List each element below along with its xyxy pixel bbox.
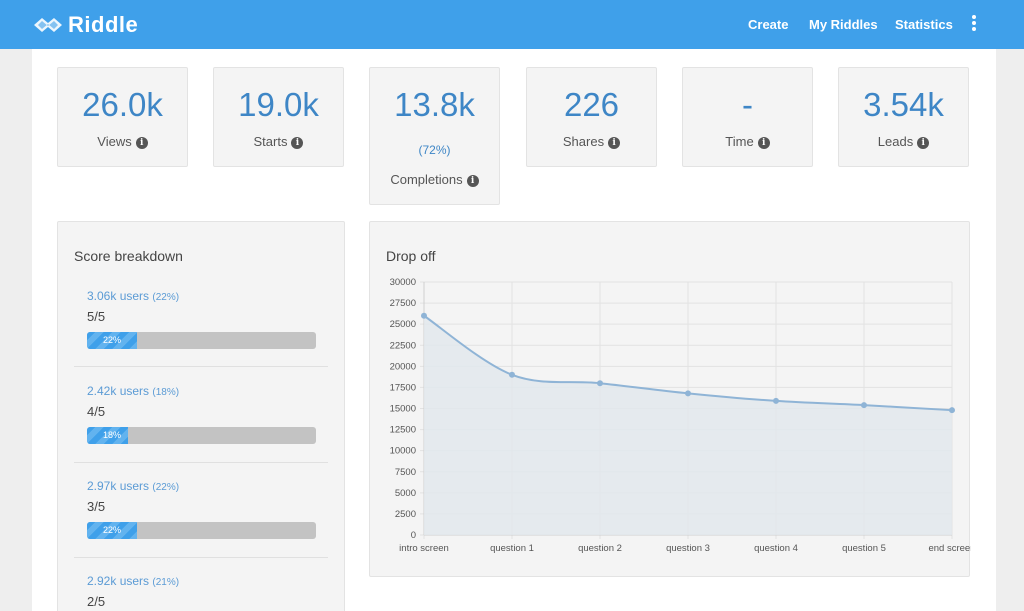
drop-off-panel: Drop off 0 2500 5000 7500 10000 12500 15000 175…: [369, 221, 971, 577]
y-tick-label: 2500: [395, 509, 416, 520]
y-tick-label: 30000: [390, 277, 416, 288]
app-name: Riddle: [68, 12, 139, 37]
score-breakdown-panel: Score breakdown 3.06k users (22%) 5/5 22…: [57, 221, 345, 611]
x-tick-label: intro screen: [399, 543, 449, 554]
score-progress-bar: 22%: [87, 522, 316, 539]
y-tick-label: 12500: [390, 425, 416, 436]
more-menu-icon[interactable]: [968, 15, 980, 33]
info-icon[interactable]: i: [608, 137, 621, 149]
shares-value: 226: [563, 86, 620, 123]
x-tick-label: question 1: [490, 543, 534, 554]
info-icon[interactable]: i: [466, 175, 479, 187]
score-progress-bar: 18%: [87, 427, 316, 444]
stat-card-completions: 13.8k (72%) Completions i: [369, 67, 500, 205]
y-tick-label: 20000: [390, 361, 416, 372]
score-item: 2.97k users (22%) 3/5 22%: [74, 479, 328, 549]
y-tick-label: 0: [411, 530, 416, 541]
x-tick-label: question 5: [842, 543, 886, 554]
y-tick-label: 15000: [390, 404, 416, 415]
stat-card-views: 26.0k Views i: [57, 67, 188, 167]
completions-label: Completions i: [370, 172, 499, 187]
time-label: Time i: [683, 134, 812, 149]
nav-my-riddles[interactable]: My Riddles: [809, 17, 878, 32]
y-tick-label: 10000: [390, 446, 416, 457]
y-tick-label: 27500: [390, 298, 416, 309]
starts-value: 19.0k: [238, 86, 319, 123]
nav-statistics[interactable]: Statistics: [895, 17, 953, 32]
completions-percent: (72%): [418, 143, 451, 157]
score-label: 2/5: [87, 594, 106, 609]
y-tick-label: 25000: [390, 319, 416, 330]
divider: [74, 462, 328, 463]
y-tick-label: 5000: [395, 488, 416, 499]
data-point: [509, 371, 515, 378]
data-point: [773, 397, 779, 404]
top-nav-bar: Riddle Create My Riddles Statistics: [0, 0, 1024, 49]
score-label: 5/5: [87, 309, 106, 324]
stat-card-starts: 19.0k Starts i: [213, 67, 344, 167]
x-tick-label: end screen: [928, 543, 971, 554]
score-progress-text: 22%: [102, 335, 121, 345]
nav-create[interactable]: Create: [748, 17, 789, 32]
y-tick-label: 22500: [390, 340, 416, 351]
completions-value: 13.8k: [394, 86, 475, 123]
data-point: [685, 390, 691, 397]
score-users: 3.06k users (22%): [87, 289, 180, 303]
leads-value: 3.54k: [863, 86, 944, 123]
views-label: Views i: [58, 134, 187, 149]
info-icon[interactable]: i: [135, 137, 148, 149]
info-icon[interactable]: i: [291, 137, 304, 149]
starts-label: Starts i: [214, 134, 343, 149]
score-progress-text: 18%: [102, 430, 121, 440]
views-value: 26.0k: [82, 86, 163, 123]
score-progress-fill: [87, 522, 138, 539]
score-progress-bar: 22%: [87, 332, 316, 349]
y-tick-label: 17500: [390, 382, 416, 393]
stat-card-shares: 226 Shares i: [526, 67, 657, 167]
score-breakdown-title: Score breakdown: [74, 248, 183, 264]
stat-card-leads: 3.54k Leads i: [838, 67, 969, 167]
score-label: 3/5: [87, 499, 106, 514]
time-value: -: [742, 86, 753, 123]
drop-off-chart: 0 2500 5000 7500 10000 12500 15000 17500 20000 22…: [390, 277, 971, 554]
divider: [74, 366, 328, 367]
x-tick-label: question 4: [754, 543, 798, 554]
data-point: [861, 402, 867, 409]
score-progress-text: 22%: [102, 525, 121, 535]
score-item: 3.06k users (22%) 5/5 22%: [74, 289, 328, 359]
shares-label: Shares i: [527, 134, 656, 149]
divider: [74, 557, 328, 558]
drop-off-title: Drop off: [386, 248, 436, 264]
info-icon[interactable]: i: [917, 137, 930, 149]
riddle-logo[interactable]: Riddle: [32, 12, 138, 38]
score-users: 2.92k users (21%): [87, 574, 180, 588]
score-progress-fill: [87, 427, 129, 444]
x-tick-label: question 2: [578, 543, 622, 554]
score-users: 2.97k users (22%): [87, 479, 180, 493]
score-item: 2.42k users (18%) 4/5 18%: [74, 384, 328, 454]
stat-card-time: - Time i: [682, 67, 813, 167]
score-label: 4/5: [87, 404, 106, 419]
drop-off-area: [424, 315, 952, 535]
y-tick-label: 7500: [395, 467, 416, 478]
leads-label: Leads i: [839, 134, 968, 149]
info-icon[interactable]: i: [757, 137, 770, 149]
riddle-logo-icon: [34, 18, 62, 32]
x-tick-label: question 3: [666, 543, 710, 554]
score-item: 2.92k users (21%) 2/5: [74, 574, 328, 611]
data-point: [949, 407, 955, 414]
data-point: [597, 380, 603, 387]
score-users: 2.42k users (18%): [87, 384, 180, 398]
data-point: [421, 312, 427, 319]
score-progress-fill: [87, 332, 138, 349]
